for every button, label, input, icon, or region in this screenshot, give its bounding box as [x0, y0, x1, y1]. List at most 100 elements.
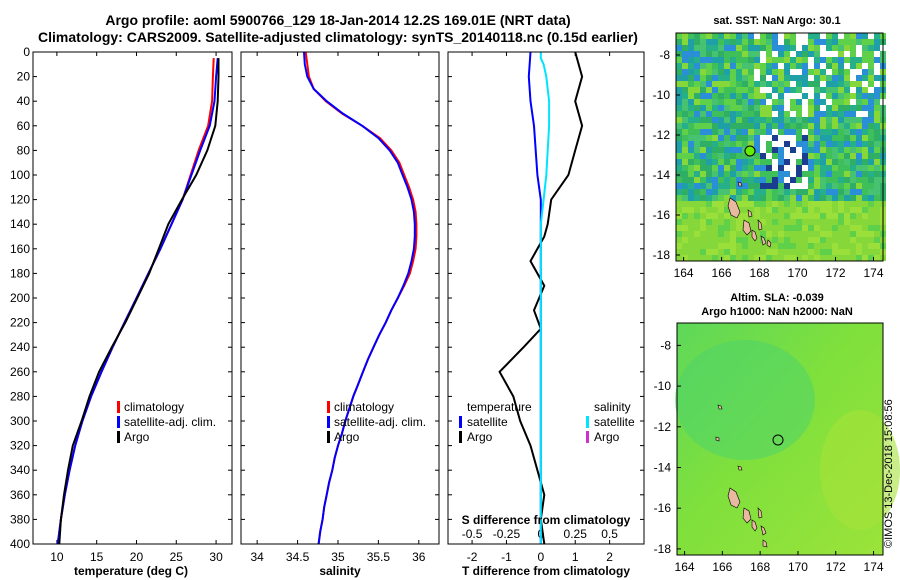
sst-cell — [730, 57, 736, 63]
sst-cell — [778, 201, 784, 207]
sst-cell — [796, 171, 802, 177]
sst-cell — [838, 243, 844, 249]
sst-cell — [838, 189, 844, 195]
sst-cell — [862, 159, 868, 165]
sst-cell — [724, 51, 730, 57]
sst-cell — [724, 189, 730, 195]
sst-cell — [682, 99, 688, 105]
island — [766, 239, 772, 248]
sst-cell — [850, 201, 856, 207]
sst-cell — [772, 213, 778, 219]
sst-cell — [754, 93, 760, 99]
sst-cell — [700, 231, 706, 237]
sst-cell — [862, 111, 868, 117]
sst-cell — [796, 81, 802, 87]
sst-cell — [832, 141, 838, 147]
sst-cell — [682, 45, 688, 51]
y-tick-label: 60 — [17, 119, 31, 133]
sst-cell — [790, 87, 796, 93]
sst-cell — [724, 63, 730, 69]
sst-cell — [844, 195, 850, 201]
y-tick-label: 140 — [10, 217, 30, 231]
sst-cell — [790, 225, 796, 231]
sst-cell — [694, 117, 700, 123]
sst-cell — [808, 159, 814, 165]
sst-cell — [718, 255, 724, 261]
s-tick-label: -0.25 — [493, 527, 521, 541]
map-x-tick-label: 168 — [750, 560, 770, 574]
sst-cell — [718, 219, 724, 225]
sst-cell — [688, 255, 694, 261]
sst-cell — [814, 81, 820, 87]
sst-cell — [676, 123, 682, 129]
sst-cell — [820, 201, 826, 207]
sst-cell — [856, 231, 862, 237]
sst-cell — [718, 243, 724, 249]
sst-cell — [790, 75, 796, 81]
sst-cell — [760, 153, 766, 159]
sst-cell — [790, 153, 796, 159]
sst-cell — [820, 147, 826, 153]
sst-cell — [754, 165, 760, 171]
sst-cell — [832, 255, 838, 261]
sst-cell — [790, 63, 796, 69]
sst-cell — [766, 177, 772, 183]
island — [727, 487, 741, 509]
sst-cell — [748, 255, 754, 261]
sst-cell — [766, 159, 772, 165]
sst-cell — [748, 225, 754, 231]
sst-cell — [820, 237, 826, 243]
sst-cell — [856, 57, 862, 63]
sst-cell — [754, 39, 760, 45]
sst-cell — [784, 99, 790, 105]
sla-map-title-line2: Argo h1000: NaN h2000: NaN — [701, 306, 853, 318]
sst-cell — [772, 93, 778, 99]
sst-cell — [862, 105, 868, 111]
sst-cell — [862, 129, 868, 135]
sla-map-title-line1: Altim. SLA: -0.039 — [730, 292, 824, 304]
sst-cell — [772, 171, 778, 177]
sla-map-frame — [676, 322, 884, 556]
sst-cell — [712, 39, 718, 45]
sst-cell — [868, 147, 874, 153]
sst-cell — [766, 195, 772, 201]
sst-cell — [688, 195, 694, 201]
sst-cell — [742, 57, 748, 63]
sst-cell — [736, 165, 742, 171]
sst-cell — [808, 45, 814, 51]
figure-title-line1: Argo profile: aoml 5900766_129 18-Jan-20… — [105, 12, 570, 28]
sst-cell — [706, 129, 712, 135]
sst-cell — [754, 195, 760, 201]
sst-cell — [868, 57, 874, 63]
sst-cell — [700, 129, 706, 135]
sst-cell — [784, 225, 790, 231]
s-tick-label: 0.5 — [601, 527, 618, 541]
sst-cell — [874, 165, 880, 171]
sst-cell — [874, 153, 880, 159]
sst-cell — [814, 105, 820, 111]
sst-cell — [814, 177, 820, 183]
sst-cell — [832, 75, 838, 81]
sst-cell — [784, 165, 790, 171]
sst-cell — [742, 195, 748, 201]
sst-cell — [754, 189, 760, 195]
sst-cell — [760, 207, 766, 213]
sst-cell — [784, 183, 790, 189]
sst-cell — [862, 165, 868, 171]
sst-cell — [808, 153, 814, 159]
sst-cell — [808, 123, 814, 129]
sst-cell — [832, 51, 838, 57]
sst-cell — [814, 69, 820, 75]
sst-cell — [742, 201, 748, 207]
sst-cell — [712, 237, 718, 243]
sst-cell — [718, 51, 724, 57]
sst-cell — [814, 45, 820, 51]
sst-cell — [862, 51, 868, 57]
sst-cell — [778, 69, 784, 75]
sst-cell — [838, 129, 844, 135]
sst-cell — [706, 219, 712, 225]
sst-cell — [712, 255, 718, 261]
sst-cell — [814, 231, 820, 237]
sst-cell — [688, 57, 694, 63]
x-tick-label: -2 — [467, 550, 478, 564]
